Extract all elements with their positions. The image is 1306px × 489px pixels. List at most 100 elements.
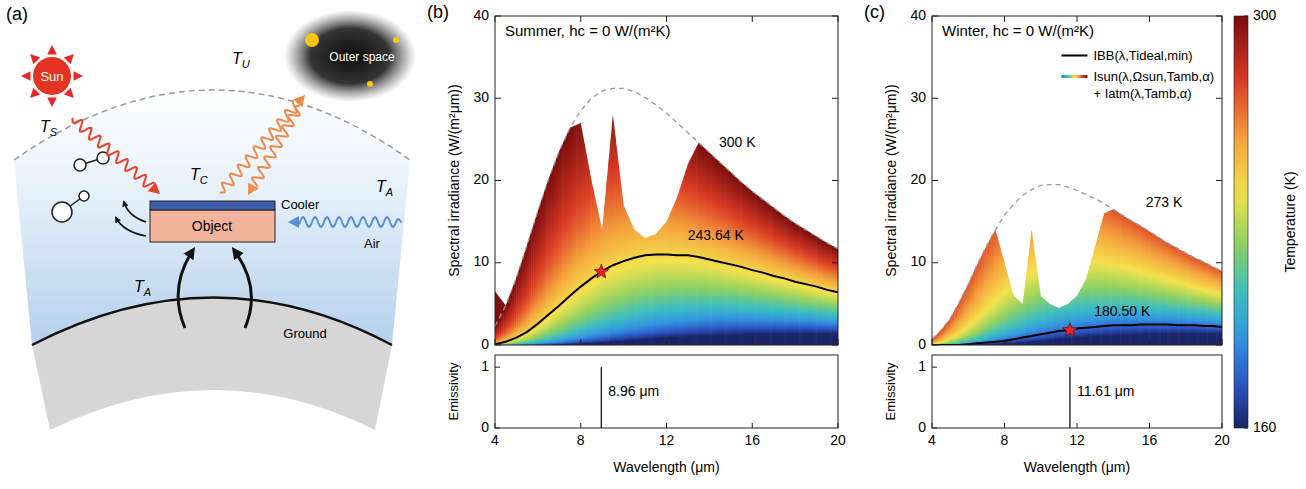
star-dot <box>367 81 373 87</box>
frame <box>495 355 838 428</box>
diagram: SunOuter spaceCoolerObjectAirGroundTSTUT… <box>6 4 416 430</box>
x-tick-label: 12 <box>1069 432 1085 448</box>
x-tick <box>666 423 667 428</box>
x-tick <box>1077 423 1078 428</box>
label: Cooler <box>281 197 320 212</box>
fill-strip <box>1069 16 1071 345</box>
y-axis-title: Emissivity <box>883 362 898 420</box>
colorbar-tick-label: 300 <box>1253 7 1277 23</box>
cooler <box>150 201 275 210</box>
label: (a) <box>6 4 28 24</box>
y-tick <box>932 367 937 368</box>
emissivity-label: 8.96 μm <box>608 383 659 399</box>
fill-strip <box>953 16 955 345</box>
emissivity-line <box>601 367 602 428</box>
x-tick <box>932 339 933 345</box>
y-tick <box>832 262 838 263</box>
fill-strip <box>1048 16 1050 345</box>
fill-strip <box>948 16 950 345</box>
frame <box>932 16 1222 345</box>
y-tick <box>495 180 501 181</box>
temperature-label: TU <box>232 50 250 70</box>
fill-strip <box>1046 16 1048 345</box>
area-fill <box>495 16 838 345</box>
fill-strip <box>1044 16 1046 345</box>
label: Air <box>364 236 381 251</box>
fill-strip <box>1059 16 1061 345</box>
y-tick-label: 30 <box>473 89 489 105</box>
fill-strip <box>955 16 957 345</box>
optimum-star <box>1063 323 1077 337</box>
subscript: A <box>143 286 151 298</box>
plot-area <box>932 16 1222 345</box>
y-tick-label: 10 <box>473 253 489 269</box>
x-tick-label: 12 <box>659 432 675 448</box>
x-tick <box>495 339 496 345</box>
label: Object <box>192 218 233 234</box>
subscript: A <box>385 186 393 198</box>
sun-ray <box>21 71 31 81</box>
y-tick <box>832 345 838 346</box>
molecule <box>79 191 89 201</box>
y-tick-label: 0 <box>481 419 489 435</box>
fill-strip <box>1040 16 1042 345</box>
temperature-label: TS <box>40 118 58 138</box>
sun-ray <box>47 97 57 107</box>
arrow-head <box>148 182 160 194</box>
y-axis-title: Spectral irradiance (W/(m²μm)) <box>883 84 899 276</box>
panel-label: (b) <box>427 2 449 22</box>
label: Ground <box>283 326 326 341</box>
colorbar: 160300Temperature (K) <box>1234 7 1298 435</box>
label: Outer space <box>329 50 395 64</box>
y-tick-label: 0 <box>918 336 926 352</box>
y-tick <box>1216 262 1222 263</box>
fill-strip <box>1021 16 1023 345</box>
line <box>495 88 838 326</box>
panel: 01020304048121620Spectral irradiance (W/… <box>427 2 846 475</box>
fill-strip <box>1013 16 1015 345</box>
x-axis-title: Wavelength (μm) <box>1024 459 1130 475</box>
x-tick <box>580 423 581 428</box>
y-tick <box>495 367 500 368</box>
y-tick-label: 20 <box>473 171 489 187</box>
convection-arrow <box>124 202 146 222</box>
ground <box>32 298 392 431</box>
label: Sun <box>40 69 63 84</box>
fill-strip <box>1015 16 1017 345</box>
fill-strip <box>1062 16 1064 345</box>
legend-line: IBB(λ,Tideal,min) <box>1093 48 1192 63</box>
y-tick <box>1216 180 1222 181</box>
fill-strip <box>957 16 959 345</box>
fill-strip <box>1042 16 1044 345</box>
x-tick <box>1004 339 1005 345</box>
x-tick-label: 20 <box>1214 432 1230 448</box>
y-tick-label: 10 <box>910 253 926 269</box>
legend-line: + Iatm(λ,Tamb,α) <box>1093 86 1191 101</box>
panel-title: Summer, hc = 0 W/(m²K) <box>505 22 670 39</box>
x-tick-label: 4 <box>491 432 499 448</box>
x-tick <box>1149 339 1150 345</box>
y-tick-label: 0 <box>481 336 489 352</box>
convection-arrow <box>116 218 146 236</box>
arrow-head <box>288 216 299 228</box>
x-tick <box>1149 423 1150 428</box>
y-tick <box>495 16 501 17</box>
fill-strip <box>1075 16 1077 345</box>
y-tick <box>495 98 501 99</box>
subscript: S <box>50 126 58 138</box>
x-tick-label: 4 <box>928 432 936 448</box>
x-tick <box>838 339 839 345</box>
panel: 01020304048121620Spectral irradiance (W/… <box>864 2 1230 475</box>
curve-annotation: 300 K <box>719 134 756 150</box>
fill-strip <box>946 16 948 345</box>
y-axis-title: Spectral irradiance (W/(m²μm)) <box>446 84 462 276</box>
y-tick-label: 1 <box>918 358 926 374</box>
wave-arrow <box>252 105 300 187</box>
colorbar-tick <box>1244 428 1248 429</box>
optimum-star <box>594 264 608 278</box>
fill-strip <box>1019 16 1021 345</box>
x-tick <box>580 339 581 345</box>
arrow-head <box>248 182 259 195</box>
legend-line: Isun(λ,Ωsun,Tamb,α) <box>1093 69 1214 84</box>
x-tick <box>752 339 753 345</box>
